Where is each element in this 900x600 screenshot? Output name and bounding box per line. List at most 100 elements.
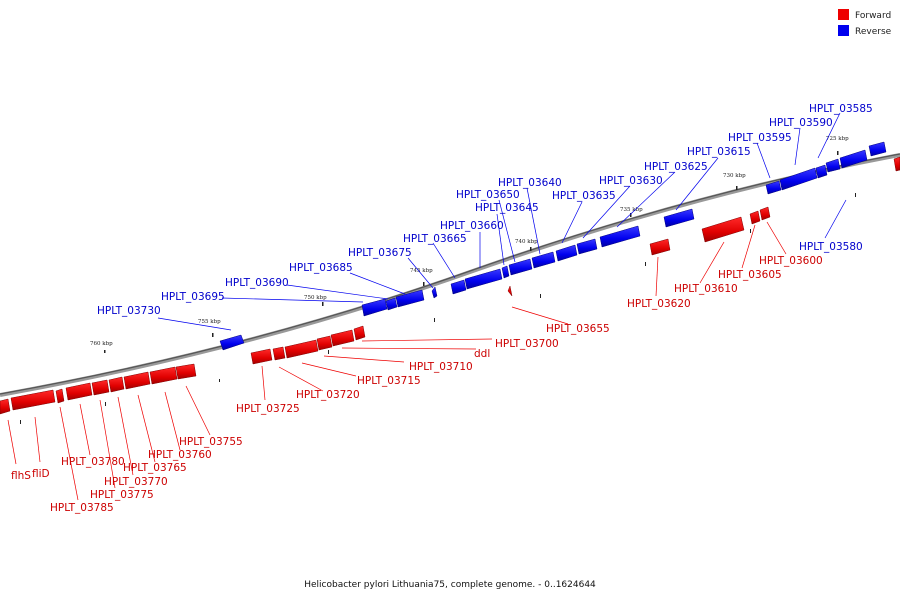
gene-label: HPLT_03580 bbox=[799, 241, 863, 253]
scale-ticks bbox=[20, 151, 856, 424]
gene-hplt-03610[interactable] bbox=[701, 216, 745, 243]
gene-hplt-03715[interactable] bbox=[284, 339, 319, 359]
tick-label: 735 kbp bbox=[620, 207, 643, 213]
gene-label: HPLT_03730 bbox=[97, 305, 161, 317]
gene-label: HPLT_03650 bbox=[456, 189, 520, 201]
gene-hplt-03660[interactable] bbox=[464, 268, 503, 290]
gene-hplt-03620[interactable] bbox=[649, 238, 671, 256]
gene-hplt-03585[interactable] bbox=[825, 158, 841, 173]
gene-label: HPLT_03725 bbox=[236, 403, 300, 415]
forward-leader-lines bbox=[7, 221, 787, 501]
gene-label: HPLT_03600 bbox=[759, 255, 823, 267]
gene-hplt-03780[interactable] bbox=[65, 382, 93, 401]
gene-hplt-03585b[interactable] bbox=[839, 149, 868, 169]
gene-hplt-03775[interactable] bbox=[91, 379, 110, 396]
gene-label: HPLT_03625 bbox=[644, 161, 708, 173]
gene-label: HPLT_03590 bbox=[769, 117, 833, 129]
gene-label: HPLT_03685 bbox=[289, 262, 353, 274]
legend: Forward Reverse bbox=[838, 9, 892, 37]
gene-label: HPLT_03655 bbox=[546, 323, 610, 335]
gene-hplt-03720[interactable] bbox=[272, 346, 286, 361]
gene-label: HPLT_03630 bbox=[599, 175, 663, 187]
gene-label: HPLT_03665 bbox=[403, 233, 467, 245]
gene-hplt-03710[interactable] bbox=[316, 335, 333, 351]
gene-label: HPLT_03645 bbox=[475, 202, 539, 214]
gene-label: HPLT_03605 bbox=[718, 269, 782, 281]
gene-hplt-03650[interactable] bbox=[508, 258, 533, 276]
gene-label: HPLT_03585 bbox=[809, 103, 873, 115]
gene-label: HPLT_03755 bbox=[179, 436, 243, 448]
gene-flis[interactable] bbox=[0, 398, 11, 415]
reverse-leader-lines bbox=[157, 112, 847, 331]
genome-backbone bbox=[0, 153, 900, 397]
gene-hplt-03675[interactable] bbox=[431, 286, 438, 299]
gene-hplt-03730[interactable] bbox=[219, 334, 245, 351]
genome-backbone-line bbox=[0, 153, 900, 395]
gene-hplt-03605[interactable] bbox=[749, 210, 761, 225]
gene-hplt-03760[interactable] bbox=[149, 366, 178, 385]
gene-label: HPLT_03785 bbox=[50, 502, 114, 514]
gene-label: HPLT_03775 bbox=[90, 489, 154, 501]
gene-label: HPLT_03675 bbox=[348, 247, 412, 259]
gene-hplt-03690[interactable] bbox=[385, 297, 398, 311]
gene-hplt-03770[interactable] bbox=[108, 376, 125, 393]
reverse-strand bbox=[219, 141, 887, 351]
forward-strand bbox=[0, 156, 900, 415]
gene-hplt-03695[interactable] bbox=[361, 298, 388, 317]
gene-edge-right[interactable] bbox=[893, 156, 900, 172]
caption: Helicobacter pylori Lithuania75, complet… bbox=[304, 580, 596, 590]
tick-label: 725 kbp bbox=[826, 136, 849, 142]
gene-hplt-03615[interactable] bbox=[663, 208, 695, 228]
gene-hplt-03640[interactable] bbox=[531, 251, 556, 269]
gene-label: HPLT_03710 bbox=[409, 361, 473, 373]
gene-hplt-03655[interactable] bbox=[507, 285, 513, 297]
reverse-labels: HPLT_03730 HPLT_03695 HPLT_03690 HPLT_03… bbox=[97, 103, 873, 317]
gene-ddl[interactable] bbox=[330, 329, 355, 347]
gene-label: HPLT_03660 bbox=[440, 220, 504, 232]
gene-hplt-03590b[interactable] bbox=[815, 164, 828, 179]
gene-hplt-03785[interactable] bbox=[55, 388, 65, 404]
tick-label: 750 kbp bbox=[304, 295, 327, 301]
gene-label: HPLT_03780 bbox=[61, 456, 125, 468]
gene-label: HPLT_03615 bbox=[687, 146, 751, 158]
gene-hplt-03580[interactable] bbox=[868, 141, 887, 157]
legend-label-reverse: Reverse bbox=[855, 27, 892, 37]
forward-labels: HPLT_03655 HPLT_03700 ddl HPLT_03710 HPL… bbox=[11, 255, 823, 514]
gene-hplt-03725[interactable] bbox=[250, 348, 273, 365]
gene-label: ddl bbox=[474, 348, 490, 360]
gene-label: HPLT_03640 bbox=[498, 177, 562, 189]
gene-hplt-03765[interactable] bbox=[123, 371, 151, 390]
gene-label: flhS bbox=[11, 470, 31, 482]
gene-hplt-03590[interactable] bbox=[779, 167, 818, 191]
gene-label: HPLT_03715 bbox=[357, 375, 421, 387]
gene-flid[interactable] bbox=[10, 389, 56, 411]
gene-label: HPLT_03610 bbox=[674, 283, 738, 295]
tick-label: 740 kbp bbox=[515, 239, 538, 245]
gene-label: HPLT_03695 bbox=[161, 291, 225, 303]
gene-hplt-03630[interactable] bbox=[576, 238, 598, 255]
legend-label-forward: Forward bbox=[855, 11, 891, 21]
legend-swatch-forward bbox=[838, 9, 849, 20]
gene-label: HPLT_03700 bbox=[495, 338, 559, 350]
gene-label: HPLT_03620 bbox=[627, 298, 691, 310]
gene-hplt-03685[interactable] bbox=[395, 289, 425, 308]
gene-hplt-03645[interactable] bbox=[501, 265, 510, 279]
tick-label: 755 kbp bbox=[198, 319, 221, 325]
gene-hplt-03625[interactable] bbox=[599, 225, 641, 248]
gene-hplt-03595[interactable] bbox=[765, 180, 782, 195]
legend-swatch-reverse bbox=[838, 25, 849, 36]
gene-hplt-03635[interactable] bbox=[555, 244, 578, 262]
gene-label: HPLT_03770 bbox=[104, 476, 168, 488]
gene-label: HPLT_03635 bbox=[552, 190, 616, 202]
gene-label: HPLT_03595 bbox=[728, 132, 792, 144]
tick-label: 760 kbp bbox=[90, 341, 113, 347]
tick-label: 745 kbp bbox=[410, 268, 433, 274]
gene-hplt-03700[interactable] bbox=[353, 325, 366, 341]
gene-hplt-03600[interactable] bbox=[759, 206, 771, 221]
gene-hplt-03665[interactable] bbox=[450, 279, 467, 295]
gene-label: HPLT_03720 bbox=[296, 389, 360, 401]
gene-hplt-03755[interactable] bbox=[175, 363, 197, 380]
tick-label: 730 kbp bbox=[723, 173, 746, 179]
